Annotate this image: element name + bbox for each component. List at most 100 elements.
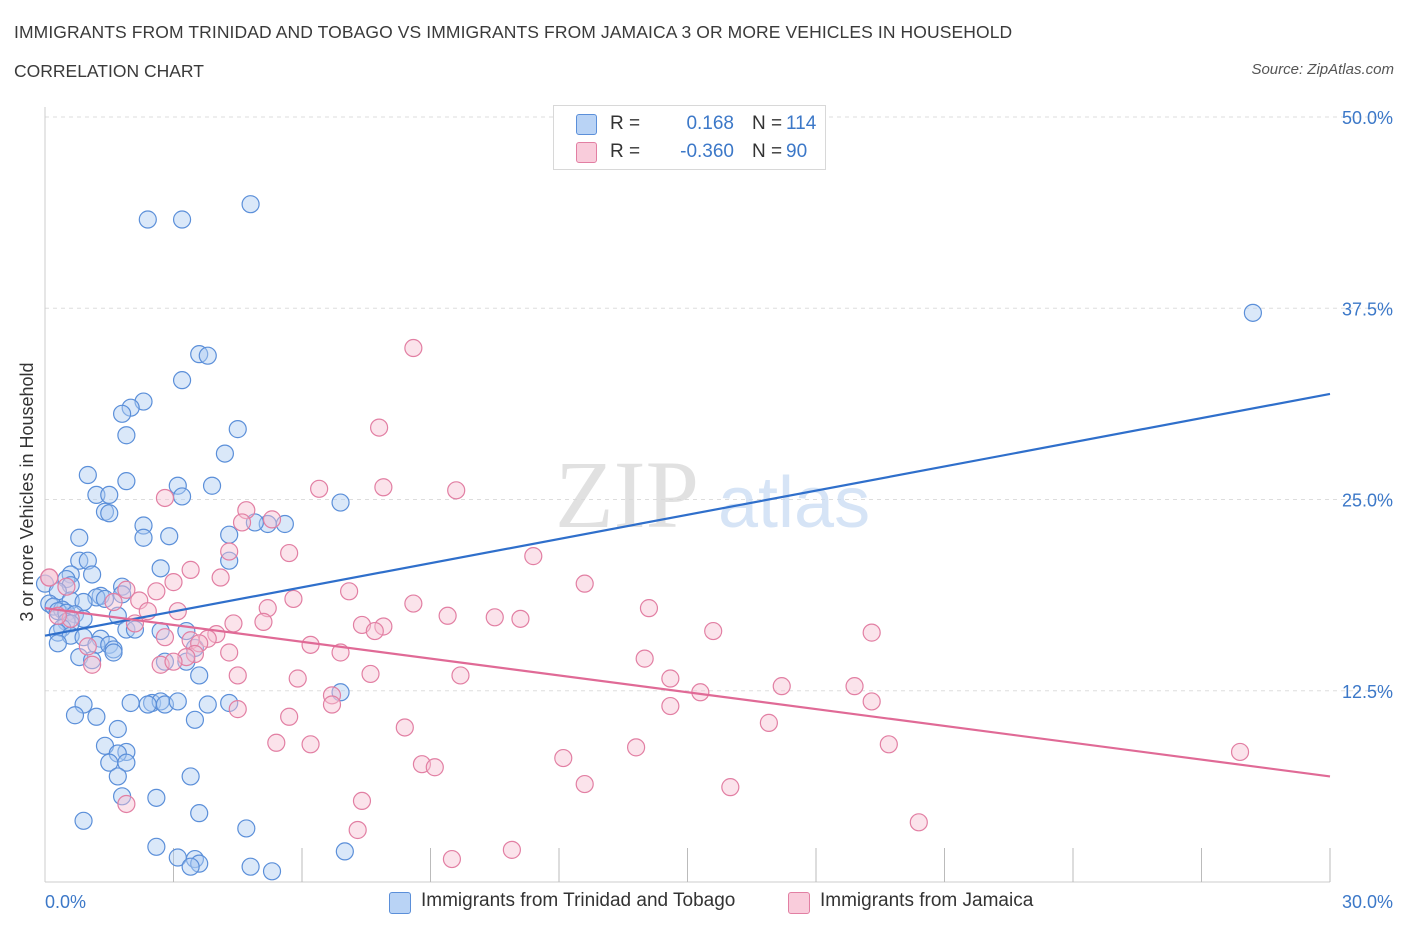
jamaica-point bbox=[447, 481, 466, 500]
jamaica-point bbox=[845, 677, 864, 696]
source-credit: Source: ZipAtlas.com bbox=[1251, 61, 1394, 78]
trinidad-point bbox=[121, 693, 140, 713]
trinidad-point bbox=[241, 857, 260, 876]
jamaica-point bbox=[254, 612, 273, 632]
jamaica-point bbox=[575, 574, 594, 593]
bottom-legend-swatch-pink bbox=[788, 892, 810, 914]
trinidad-point bbox=[262, 862, 282, 881]
jamaica-point bbox=[232, 513, 252, 532]
jamaica-point bbox=[280, 707, 299, 726]
jamaica-point bbox=[262, 510, 282, 529]
jamaica-point bbox=[284, 589, 303, 609]
legend-n-value: 114 bbox=[786, 113, 817, 134]
x-tick-label: 30.0% bbox=[1342, 892, 1393, 912]
jamaica-point bbox=[661, 696, 680, 716]
trinidad-point bbox=[237, 819, 256, 838]
trinidad-point bbox=[215, 444, 234, 463]
trinidad-point bbox=[168, 692, 187, 711]
watermark-atlas: atlas bbox=[718, 463, 870, 543]
jamaica-point bbox=[220, 542, 239, 561]
jamaica-point bbox=[258, 599, 277, 618]
legend-n-label: N = bbox=[752, 113, 783, 134]
jamaica-point bbox=[164, 652, 183, 671]
trinidad-point bbox=[185, 710, 205, 729]
trinidad-point bbox=[87, 707, 106, 726]
chart-title: IMMIGRANTS FROM TRINIDAD AND TOBAGO VS I… bbox=[14, 22, 1013, 42]
jamaica-point bbox=[404, 594, 423, 613]
bottom-legend-label: Immigrants from Trinidad and Tobago bbox=[421, 890, 736, 911]
jamaica-point bbox=[301, 635, 320, 654]
jamaica-point bbox=[117, 794, 136, 814]
jamaica-point bbox=[361, 664, 380, 684]
trinidad-point bbox=[168, 476, 187, 495]
trinidad-point bbox=[151, 559, 170, 578]
jamaica-point bbox=[772, 677, 791, 696]
trinidad-point bbox=[220, 525, 239, 544]
jamaica-point bbox=[442, 849, 462, 869]
trinidad-point bbox=[198, 346, 217, 365]
jamaica-point bbox=[40, 568, 59, 587]
jamaica-point bbox=[220, 643, 239, 662]
jamaica-point bbox=[190, 634, 209, 653]
jamaica-point bbox=[78, 637, 97, 656]
trinidad-point bbox=[117, 426, 136, 445]
jamaica-point bbox=[57, 577, 76, 596]
trinidad-point bbox=[108, 719, 127, 739]
jamaica-point bbox=[280, 543, 299, 563]
trinidad-point bbox=[100, 504, 119, 523]
trinidad-point bbox=[228, 420, 247, 439]
jamaica-point bbox=[404, 338, 423, 358]
y-tick-label: 37.5% bbox=[1342, 299, 1393, 319]
legend-r-label: R = bbox=[610, 113, 641, 134]
trinidad-point bbox=[147, 788, 166, 807]
trinidad-point bbox=[190, 666, 209, 685]
jamaica-point bbox=[451, 666, 470, 685]
trinidad-point bbox=[117, 472, 136, 491]
trinidad-point bbox=[48, 634, 67, 653]
jamaica-point bbox=[524, 547, 543, 566]
jamaica-point bbox=[117, 580, 136, 599]
bottom-legend-label: Immigrants from Jamaica bbox=[820, 890, 1034, 911]
trinidad-point bbox=[202, 476, 222, 495]
legend-swatch-blue bbox=[576, 114, 597, 135]
trinidad-point bbox=[83, 565, 102, 584]
jamaica-point bbox=[288, 669, 307, 688]
jamaica-point bbox=[155, 488, 175, 508]
jamaica-point bbox=[759, 713, 778, 732]
jamaica-point bbox=[575, 774, 594, 794]
jamaica-point bbox=[909, 813, 928, 832]
trinidad-trend-line bbox=[44, 392, 1331, 637]
trinidad-point bbox=[78, 465, 97, 485]
jamaica-point bbox=[228, 666, 247, 685]
jamaica-point bbox=[48, 606, 67, 625]
trinidad-point bbox=[190, 804, 209, 823]
y-axis-label: 3 or more Vehicles in Household bbox=[17, 362, 37, 621]
trinidad-point bbox=[335, 842, 354, 861]
y-tick-label: 12.5% bbox=[1342, 682, 1393, 702]
trinidad-point bbox=[65, 706, 85, 725]
jamaica-point bbox=[635, 649, 654, 668]
legend-r-label: R = bbox=[610, 141, 641, 162]
jamaica-point bbox=[365, 621, 384, 641]
jamaica-point bbox=[374, 478, 393, 497]
jamaica-point bbox=[485, 608, 504, 627]
legend-swatch-pink bbox=[576, 142, 597, 163]
trinidad-point bbox=[198, 695, 217, 714]
trinidad-point bbox=[241, 195, 260, 214]
jamaica-point bbox=[626, 738, 646, 757]
jamaica-point bbox=[395, 718, 414, 737]
trend-lines bbox=[44, 392, 1331, 778]
trinidad-point bbox=[181, 857, 200, 876]
trinidad-point bbox=[83, 651, 102, 670]
series-trinidad-points bbox=[35, 195, 1263, 881]
jamaica-point bbox=[862, 692, 881, 711]
trinidad-point bbox=[117, 753, 136, 772]
trinidad-point bbox=[104, 643, 123, 662]
jamaica-point bbox=[862, 623, 881, 642]
jamaica-point bbox=[352, 791, 372, 811]
jamaica-point bbox=[164, 573, 183, 592]
tick-labels: 12.5% 25.0% 37.5% 50.0% 0.0% 30.0% bbox=[45, 108, 1393, 912]
jamaica-point bbox=[211, 568, 230, 587]
jamaica-point bbox=[511, 609, 530, 628]
